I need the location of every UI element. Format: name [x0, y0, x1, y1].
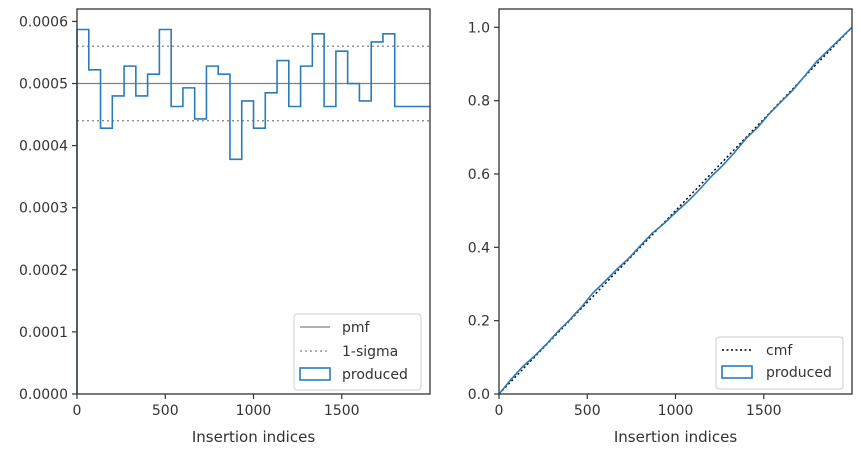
cmf-line [498, 26, 853, 395]
left-y-tick-label: 0.0002 [19, 263, 68, 279]
left-axis-ticks: 0 500 1000 1500 0.0000 0.0001 0.0002 0.0003 0.00… [19, 14, 360, 419]
left-x-tick-label: 1000 [236, 403, 272, 419]
cmf-panel: 0 500 1000 1500 0.0 0.2 0.4 0.6 0.8 1.0 Insertion… [468, 8, 853, 446]
legend-1-sigma-label: 1-sigma [342, 344, 398, 360]
left-y-tick-label: 0.0006 [19, 14, 68, 30]
right-legend: cmf produced [715, 336, 844, 390]
pmf-histogram-panel: 0 500 1000 1500 0.0000 0.0001 0.0002 0.0003 0.00… [19, 8, 431, 446]
right-y-tick-label: 0.8 [468, 94, 490, 110]
left-legend: pmf 1-sigma produced [293, 313, 422, 391]
produced-cumulative-line [498, 26, 853, 395]
left-y-tick-label: 0.0001 [19, 325, 68, 341]
right-x-tick-label: 1500 [746, 403, 782, 419]
left-x-tick-label: 500 [152, 403, 179, 419]
right-x-axis-label: Insertion indices [614, 428, 737, 446]
left-y-tick-label: 0.0000 [19, 387, 68, 403]
left-legend-box [293, 313, 422, 391]
right-axes-frame [498, 8, 853, 395]
right-x-tick-label: 0 [495, 403, 504, 419]
right-y-tick-label: 0.4 [468, 240, 490, 256]
produced-step-series [76, 28, 430, 394]
legend-produced-label: produced [766, 365, 832, 381]
right-y-tick-label: 0.0 [468, 387, 490, 403]
right-y-tick-label: 1.0 [468, 20, 490, 36]
left-y-tick-label: 0.0005 [19, 77, 68, 93]
left-y-tick-label: 0.0004 [19, 139, 68, 155]
left-y-tick-label: 0.0003 [19, 201, 68, 217]
right-axis-ticks: 0 500 1000 1500 0.0 0.2 0.4 0.6 0.8 1.0 [468, 20, 782, 419]
right-y-tick-label: 0.6 [468, 167, 490, 183]
left-x-tick-label: 1500 [324, 403, 360, 419]
legend-produced-swatch [299, 367, 331, 381]
left-x-tick-label: 0 [73, 403, 82, 419]
right-legend-box [715, 336, 844, 390]
legend-produced-label: produced [342, 367, 408, 383]
right-x-tick-label: 500 [574, 403, 601, 419]
legend-pmf-label: pmf [342, 320, 371, 336]
right-x-tick-label: 1000 [658, 403, 694, 419]
left-x-axis-label: Insertion indices [192, 428, 315, 446]
right-y-tick-label: 0.2 [468, 314, 490, 330]
legend-cmf-label: cmf [766, 343, 793, 359]
legend-produced-swatch [721, 365, 753, 379]
